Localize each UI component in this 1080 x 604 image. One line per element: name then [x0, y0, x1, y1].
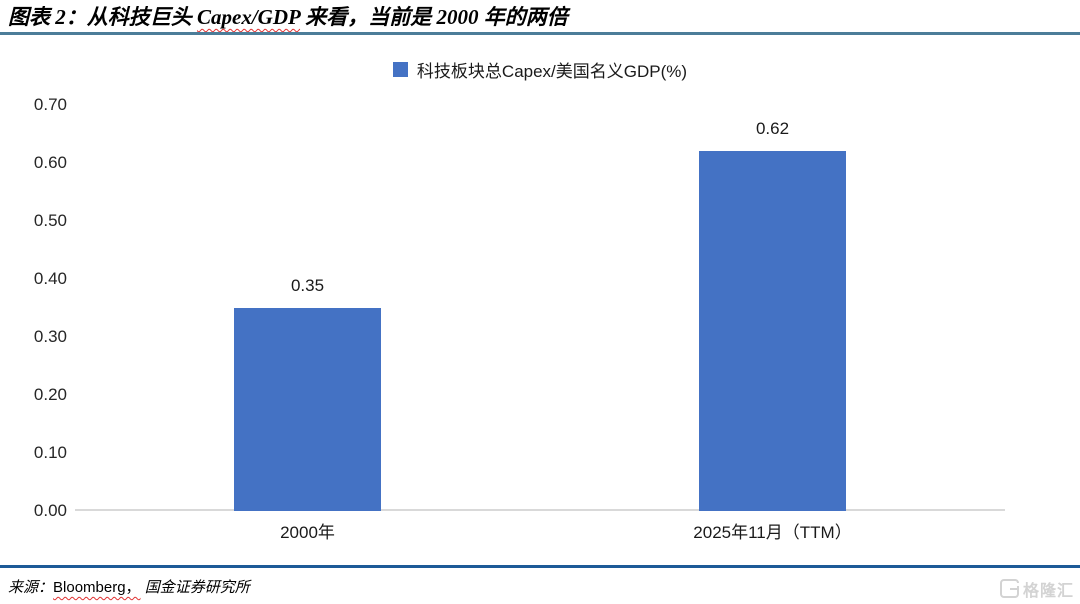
- chart-title-prefix: 图表 2：: [8, 5, 87, 29]
- x-axis-category-label: 2025年11月（TTM）: [693, 523, 852, 542]
- y-axis-tick-label: 0.40: [33, 268, 67, 288]
- bar-value-label: 0.62: [755, 119, 790, 139]
- x-axis-category-label: 2000年: [280, 523, 335, 542]
- chart-title: 图表 2：从科技巨头 Capex/GDP 来看，当前是 2000 年的两倍: [8, 4, 568, 30]
- y-axis-tick-label: 0.60: [33, 152, 67, 172]
- source-spellcheck-term: Bloomberg，: [53, 579, 141, 596]
- legend-swatch-blue: [392, 61, 408, 77]
- y-axis-tick-label: 0.20: [33, 384, 67, 404]
- source-prefix: 来源：: [8, 580, 54, 596]
- gelonghui-watermark: 格隆汇: [999, 578, 1074, 600]
- y-axis-tick-label: 0.10: [33, 442, 67, 462]
- source-note: 来源：Bloomberg， 国金证券研究所: [8, 577, 250, 599]
- chart-title-spellcheck-term: Capex/GDP: [197, 5, 301, 29]
- bar-2025年11月（TTM）: [699, 151, 846, 511]
- gelonghui-logo-icon: [999, 579, 1020, 598]
- chart-title-mid: 从科技巨头: [86, 5, 197, 29]
- gelonghui-watermark-text: 格隆汇: [1022, 582, 1074, 600]
- y-axis-tick-label: 0.70: [33, 94, 67, 114]
- y-axis-tick-label: 0.30: [33, 326, 67, 346]
- chart-title-rest: 来看，当前是 2000 年的两倍: [300, 5, 568, 29]
- bar-value-label: 0.35: [290, 276, 325, 295]
- title-divider-rule: [0, 32, 1080, 35]
- source-institution: 国金证券研究所: [144, 580, 250, 596]
- y-axis-tick-label: 0.50: [33, 210, 67, 230]
- legend-series-label: 科技板块总Capex/美国名义GDP(%): [416, 61, 688, 81]
- y-axis-tick-label: 0.00: [33, 500, 67, 520]
- x-axis-line: [75, 509, 1005, 511]
- chart-legend: 科技板块总Capex/美国名义GDP(%): [0, 59, 1080, 81]
- footer-divider-rule: [0, 565, 1080, 568]
- bar-2000年: [234, 308, 381, 511]
